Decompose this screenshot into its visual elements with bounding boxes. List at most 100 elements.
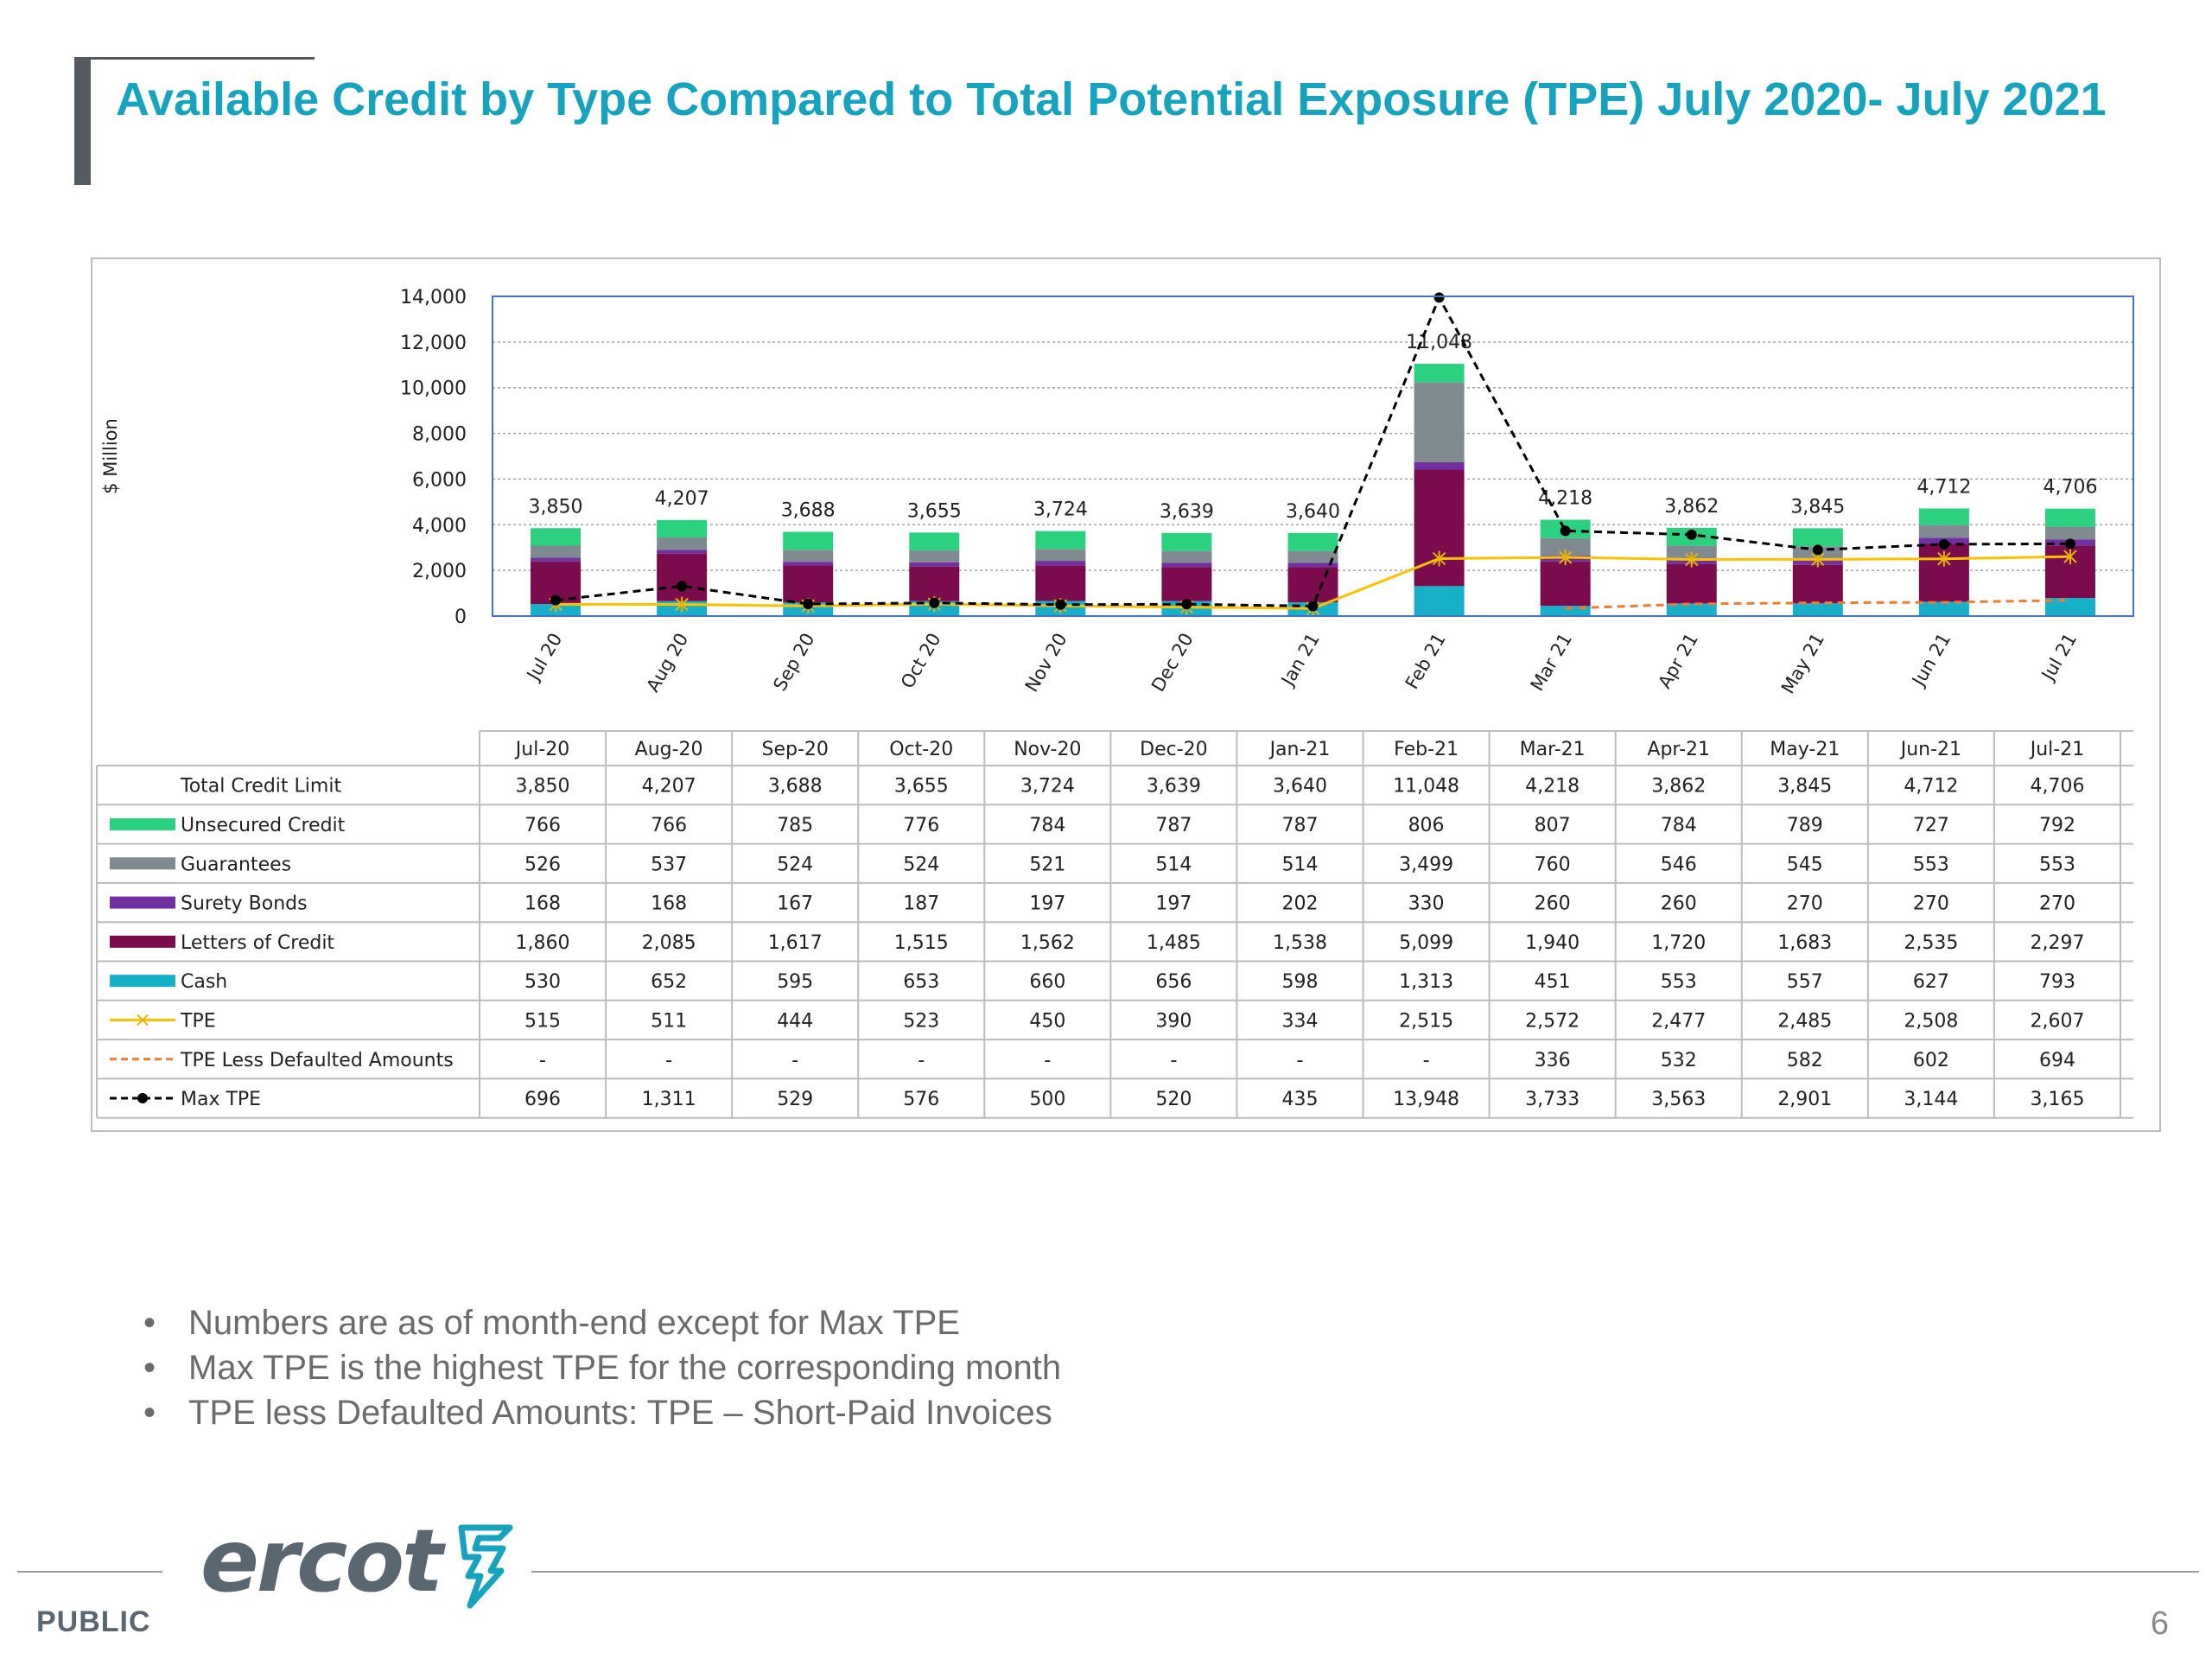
note-item: Max TPE is the highest TPE for the corre… <box>138 1345 1061 1390</box>
table-cell: - <box>1297 1050 1304 1071</box>
table-row-label: TPE Less Defaulted Amounts <box>180 1050 454 1071</box>
table-cell: 5,099 <box>1399 932 1453 954</box>
table-row-label: Total Credit Limit <box>180 776 341 798</box>
bar-loc <box>1666 563 1717 604</box>
table-cell: 526 <box>524 854 561 875</box>
table-cell: 792 <box>2039 815 2075 836</box>
table-cell: 11,048 <box>1393 776 1459 798</box>
x-tick-label: Oct 20 <box>897 630 945 692</box>
tpe-marker <box>675 596 689 613</box>
total-data-label: 3,850 <box>529 496 583 518</box>
max-tpe-marker <box>803 599 814 610</box>
table-cell: - <box>1423 1050 1430 1071</box>
legend-key-loc <box>110 935 175 948</box>
table-cell: 2,901 <box>1777 1089 1832 1110</box>
legend-key-guarantees <box>110 857 175 870</box>
table-cell: 168 <box>651 893 687 915</box>
table-cell: 1,313 <box>1399 971 1453 993</box>
table-cell: - <box>1170 1050 1177 1071</box>
ercot-logo: ercot <box>200 1514 525 1609</box>
bar-surety <box>1035 561 1086 566</box>
table-cell: 2,085 <box>642 932 696 954</box>
tpe-marker <box>2063 549 2077 565</box>
bar-loc <box>657 553 708 601</box>
table-cell: 660 <box>1029 971 1065 993</box>
table-cell: - <box>665 1050 672 1071</box>
bar-unsecured <box>1035 531 1086 550</box>
table-cell: 167 <box>777 893 813 915</box>
bar-guarantees <box>1035 549 1086 562</box>
table-cell: 524 <box>777 854 813 875</box>
bar-cash <box>1414 586 1465 616</box>
bar-loc <box>909 566 960 601</box>
tpe-marker <box>1685 551 1699 568</box>
table-cell: 787 <box>1282 815 1319 836</box>
notes-list: Numbers are as of month-end except for M… <box>138 1300 1061 1435</box>
table-cell: 444 <box>777 1010 813 1032</box>
table-cell: 451 <box>1535 971 1571 993</box>
table-cell: 2,572 <box>1525 1010 1580 1032</box>
table-header-cell: Jan-21 <box>1268 739 1331 760</box>
table-cell: 784 <box>1661 815 1697 836</box>
table-cell: 524 <box>903 854 939 875</box>
total-data-label: 11,048 <box>1406 332 1472 353</box>
table-cell: 270 <box>1913 893 1949 915</box>
lightning-bolt-icon <box>458 1524 513 1609</box>
table-header-cell: Jul-21 <box>2029 739 2084 760</box>
table-cell: 553 <box>1913 854 1949 875</box>
table-cell: 3,724 <box>1020 776 1075 798</box>
bar-guarantees <box>1414 382 1465 462</box>
table-cell: - <box>918 1050 925 1071</box>
table-header-cell: Nov-20 <box>1014 739 1081 760</box>
bar-unsecured <box>909 532 960 550</box>
table-cell: 784 <box>1029 815 1065 836</box>
table-cell: 807 <box>1535 815 1571 836</box>
table-header-cell: Oct-20 <box>889 739 953 760</box>
table-cell: 260 <box>1535 893 1571 915</box>
classification-label: PUBLIC <box>36 1605 151 1638</box>
table-cell: 270 <box>1787 893 1823 915</box>
max-tpe-marker <box>1181 599 1192 610</box>
table-cell: 595 <box>777 971 813 993</box>
table-cell: 1,562 <box>1020 932 1075 954</box>
legend-key-max-tpe-marker <box>137 1093 148 1104</box>
y-tick-label: 8,000 <box>412 424 467 446</box>
table-cell: 2,508 <box>1904 1010 1958 1032</box>
total-data-label: 3,862 <box>1664 496 1719 518</box>
total-data-label: 3,845 <box>1790 496 1845 518</box>
table-cell: 1,515 <box>894 932 949 954</box>
y-tick-label: 6,000 <box>412 469 467 491</box>
table-cell: 785 <box>777 815 813 836</box>
table-cell: 390 <box>1155 1010 1192 1032</box>
chart-frame: 0 2,000 4,000 6,000 8,000 10,000 12,000 14,000 $… <box>91 257 2161 1132</box>
table-cell: 521 <box>1029 854 1065 875</box>
x-tick-label: Jul 20 <box>522 630 566 686</box>
legend-key-surety <box>110 896 175 909</box>
table-header-cell: May-21 <box>1770 739 1840 760</box>
legend-key-cash <box>110 975 175 988</box>
bar-surety <box>531 557 582 562</box>
x-tick-label: Feb 21 <box>1402 630 1450 693</box>
max-tpe-marker <box>1433 292 1445 303</box>
table-cell: 334 <box>1282 1010 1319 1032</box>
table-cell: 3,862 <box>1651 776 1706 798</box>
table-cell: 3,655 <box>894 776 949 798</box>
table-cell: 3,639 <box>1147 776 1201 798</box>
bar-guarantees <box>2044 526 2095 540</box>
bar-loc <box>1287 567 1338 603</box>
table-cell: 1,720 <box>1651 932 1706 954</box>
bar-loc <box>783 565 834 603</box>
legend-key-unsecured <box>110 817 175 830</box>
table-cell: 789 <box>1787 815 1823 836</box>
table-cell: 520 <box>1155 1089 1192 1110</box>
table-cell: 1,683 <box>1777 932 1832 954</box>
credit-vs-tpe-chart: 0 2,000 4,000 6,000 8,000 10,000 12,000 14,000 $… <box>96 287 2134 1119</box>
bar-surety <box>657 550 708 554</box>
bar-guarantees <box>909 550 960 563</box>
bar-guarantees <box>1540 537 1591 556</box>
title-accent-bar <box>74 57 91 185</box>
table-cell: 1,940 <box>1525 932 1580 954</box>
table-cell: 3,165 <box>2030 1089 2084 1110</box>
logo-wordmark: ercot <box>200 1510 443 1611</box>
bar-unsecured <box>1918 508 1969 525</box>
